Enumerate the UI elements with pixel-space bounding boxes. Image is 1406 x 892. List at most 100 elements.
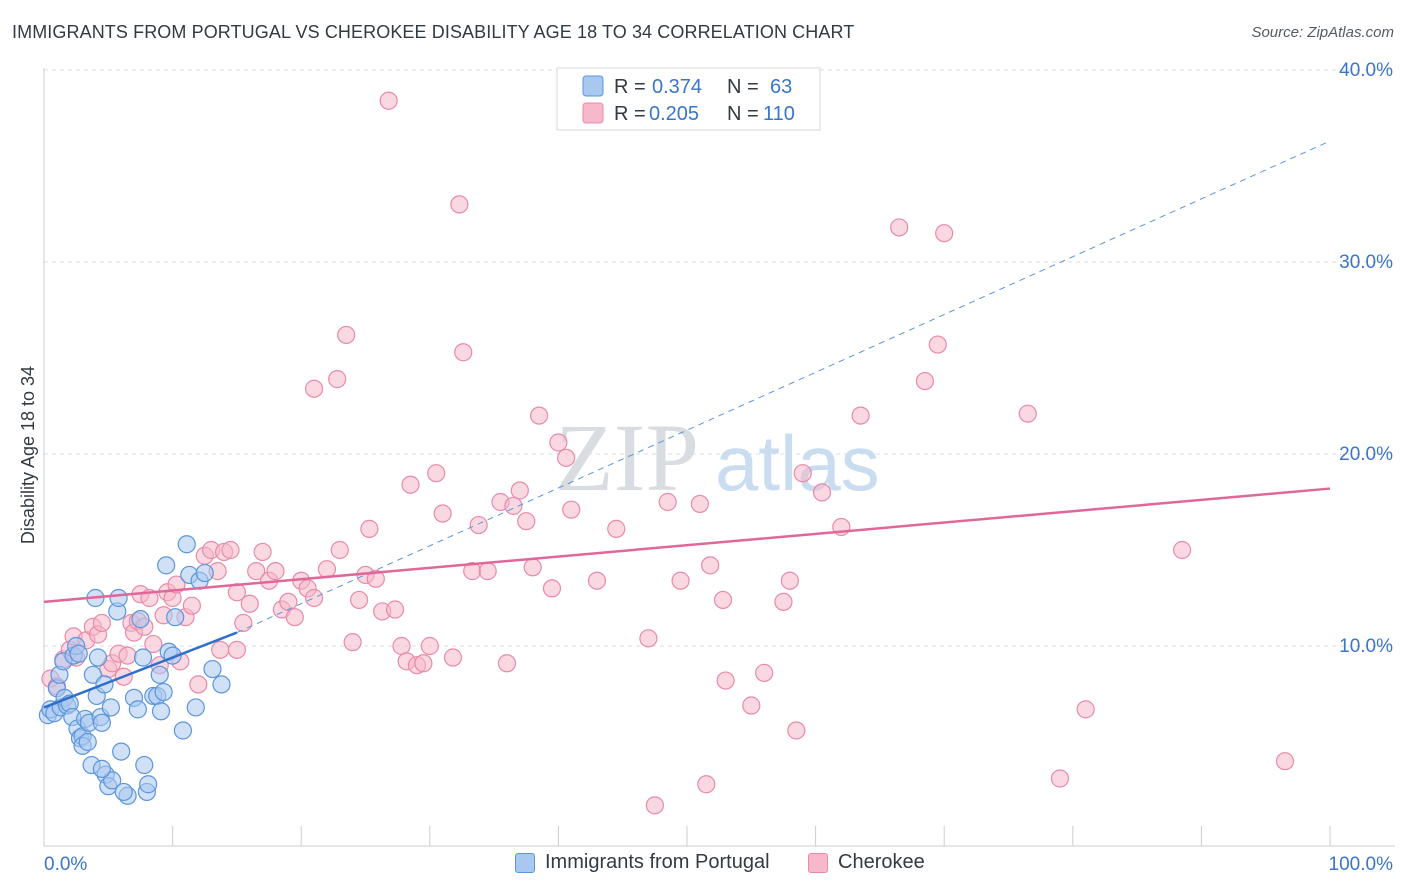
grid xyxy=(44,69,1395,647)
legend-label-portugal: Immigrants from Portugal xyxy=(545,851,770,873)
legend-r-label-2: R = xyxy=(614,103,646,125)
portugal-point xyxy=(88,648,108,667)
portugal-point xyxy=(139,775,158,794)
cherokee-point xyxy=(755,663,774,682)
cherokee-point xyxy=(1076,700,1095,719)
cherokee-point xyxy=(240,594,259,613)
cherokee-point xyxy=(607,519,626,538)
cherokee-point xyxy=(774,592,793,611)
cherokee-point xyxy=(935,224,954,243)
legend-r-value-1: 0.374 xyxy=(652,76,702,98)
portugal-point xyxy=(203,659,222,679)
y-tick-labels: 10.0% 20.0% 30.0% 40.0% xyxy=(1339,60,1393,657)
legend-swatch-cherokee xyxy=(582,102,604,124)
portugal-point xyxy=(151,702,171,721)
cherokee-point xyxy=(549,433,568,452)
cherokee-point xyxy=(851,406,870,425)
legend-swatch-portugal xyxy=(582,75,604,97)
cherokee-point xyxy=(1275,752,1295,771)
cherokee-point xyxy=(542,579,562,598)
cherokee-point xyxy=(787,721,806,740)
portugal-point xyxy=(109,588,128,608)
portugal-point xyxy=(154,682,173,702)
cherokee-point xyxy=(713,590,733,610)
cherokee-point xyxy=(530,406,549,425)
cherokee-point xyxy=(1173,540,1192,560)
cherokee-point xyxy=(360,519,379,538)
cherokee-point xyxy=(330,540,349,560)
cherokee-point xyxy=(366,569,385,588)
portugal-point xyxy=(195,563,214,583)
portugal-trend-line xyxy=(43,631,238,709)
cherokee-point xyxy=(247,562,266,581)
cherokee-point xyxy=(328,370,347,389)
legend-label-cherokee: Cherokee xyxy=(838,851,925,873)
legend-item-portugal: Immigrants from Portugal xyxy=(515,851,770,874)
legend-r-label-1: R = xyxy=(614,76,646,98)
cherokee-point xyxy=(343,633,362,652)
legend-item-cherokee: Cherokee xyxy=(808,851,925,874)
cherokee-point xyxy=(671,571,690,590)
portugal-point xyxy=(78,732,97,752)
cherokee-trend-line xyxy=(43,487,1331,604)
portugal-point xyxy=(103,771,122,790)
cherokee-point xyxy=(890,218,909,237)
cherokee-point xyxy=(253,542,272,562)
cherokee-point xyxy=(279,592,298,611)
cherokee-point xyxy=(266,562,285,581)
portugal-point xyxy=(150,665,169,684)
cherokee-point xyxy=(385,600,405,619)
legend-swatch-portugal-bottom xyxy=(515,852,535,873)
legend-n-value-1: 63 xyxy=(770,76,792,98)
legend-n-value-2: 110 xyxy=(763,103,795,125)
portugal-point xyxy=(135,755,154,775)
y-tick-label-0: 10.0% xyxy=(1339,636,1393,657)
cherokee-point xyxy=(523,558,542,577)
cherokee-point xyxy=(697,775,716,794)
cherokee-point xyxy=(337,325,356,345)
watermark-atlas: atlas xyxy=(715,419,880,507)
cherokee-point xyxy=(349,590,369,610)
cherokee-point xyxy=(510,481,529,500)
cherokee-point xyxy=(392,636,411,656)
source-label: Source: ZipAtlas.com xyxy=(1251,24,1394,41)
portugal-point xyxy=(101,698,120,717)
cherokee-point xyxy=(587,571,607,590)
y-tick-label-3: 40.0% xyxy=(1339,60,1393,81)
cherokee-point xyxy=(443,648,463,667)
cherokee-point xyxy=(780,571,799,590)
cherokee-point xyxy=(1018,404,1037,423)
portugal-point xyxy=(186,698,205,717)
cherokee-point xyxy=(701,556,720,575)
cherokee-point xyxy=(182,596,201,615)
legend-n-label-1: N = xyxy=(727,76,759,98)
cherokee-point xyxy=(517,512,536,531)
series-legend: Immigrants from Portugal Cherokee xyxy=(0,851,1406,879)
cherokee-point xyxy=(915,371,935,391)
cherokee-point xyxy=(645,796,664,815)
legend-n-label-2: N = xyxy=(727,103,759,125)
cherokee-point xyxy=(285,608,304,627)
portugal-point xyxy=(157,556,176,575)
x-tick-label-min: 0.0% xyxy=(44,854,87,875)
portugal-point xyxy=(114,782,133,802)
cherokee-point xyxy=(227,640,246,659)
portugal-points xyxy=(38,535,231,805)
portugal-point xyxy=(166,608,185,627)
y-tick-label-1: 20.0% xyxy=(1339,444,1393,465)
cherokee-point xyxy=(562,500,581,519)
cherokee-point xyxy=(304,379,324,398)
cherokee-point xyxy=(497,654,517,673)
trend-lines xyxy=(43,140,1331,709)
cherokee-point xyxy=(414,654,433,673)
cherokee-point xyxy=(469,515,488,535)
portugal-point xyxy=(92,759,111,778)
portugal-point xyxy=(131,610,150,629)
cherokee-point xyxy=(189,675,208,694)
cherokee-point xyxy=(234,613,253,633)
cherokee-point xyxy=(716,671,735,690)
cherokee-point xyxy=(420,636,439,656)
cherokee-point xyxy=(690,494,709,514)
x-tick-labels: 0.0% 100.0% xyxy=(44,854,1393,875)
